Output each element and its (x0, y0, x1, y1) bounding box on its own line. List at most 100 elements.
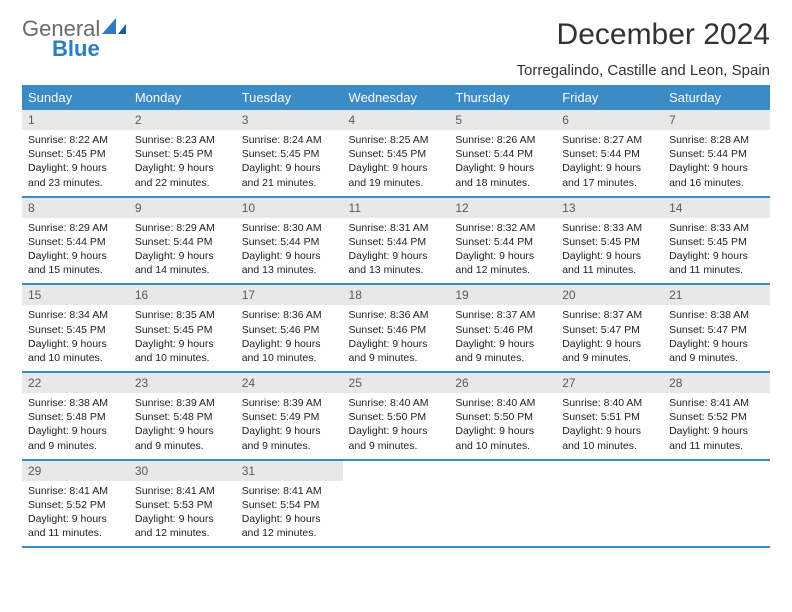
day-body: Sunrise: 8:38 AMSunset: 5:47 PMDaylight:… (663, 305, 770, 371)
sunrise-line: Sunrise: 8:28 AM (669, 133, 764, 147)
sunset-line: Sunset: 5:44 PM (455, 235, 550, 249)
day-number: 24 (236, 373, 343, 393)
daylight-line: Daylight: 9 hours and 9 minutes. (349, 424, 444, 452)
calendar-cell: 15Sunrise: 8:34 AMSunset: 5:45 PMDayligh… (22, 284, 129, 372)
day-number: 20 (556, 285, 663, 305)
calendar-week: 1Sunrise: 8:22 AMSunset: 5:45 PMDaylight… (22, 110, 770, 197)
day-number: 21 (663, 285, 770, 305)
sunset-line: Sunset: 5:47 PM (669, 323, 764, 337)
day-header: Monday (129, 85, 236, 110)
calendar-cell: 8Sunrise: 8:29 AMSunset: 5:44 PMDaylight… (22, 197, 129, 285)
sunrise-line: Sunrise: 8:40 AM (562, 396, 657, 410)
day-number: 25 (343, 373, 450, 393)
day-body: Sunrise: 8:23 AMSunset: 5:45 PMDaylight:… (129, 130, 236, 196)
daylight-line: Daylight: 9 hours and 15 minutes. (28, 249, 123, 277)
day-header: Saturday (663, 85, 770, 110)
daylight-line: Daylight: 9 hours and 16 minutes. (669, 161, 764, 189)
daylight-line: Daylight: 9 hours and 14 minutes. (135, 249, 230, 277)
sunrise-line: Sunrise: 8:34 AM (28, 308, 123, 322)
calendar-cell: .. (556, 460, 663, 548)
sunrise-line: Sunrise: 8:31 AM (349, 221, 444, 235)
sunset-line: Sunset: 5:44 PM (349, 235, 444, 249)
sunset-line: Sunset: 5:44 PM (455, 147, 550, 161)
day-body: Sunrise: 8:39 AMSunset: 5:48 PMDaylight:… (129, 393, 236, 459)
sunset-line: Sunset: 5:48 PM (135, 410, 230, 424)
daylight-line: Daylight: 9 hours and 10 minutes. (562, 424, 657, 452)
day-body: Sunrise: 8:37 AMSunset: 5:47 PMDaylight:… (556, 305, 663, 371)
day-header: Thursday (449, 85, 556, 110)
sunset-line: Sunset: 5:46 PM (349, 323, 444, 337)
daylight-line: Daylight: 9 hours and 21 minutes. (242, 161, 337, 189)
day-body: Sunrise: 8:30 AMSunset: 5:44 PMDaylight:… (236, 218, 343, 284)
daylight-line: Daylight: 9 hours and 10 minutes. (135, 337, 230, 365)
day-number: 9 (129, 198, 236, 218)
daylight-line: Daylight: 9 hours and 12 minutes. (242, 512, 337, 540)
day-number: 10 (236, 198, 343, 218)
sunrise-line: Sunrise: 8:30 AM (242, 221, 337, 235)
calendar-cell: 1Sunrise: 8:22 AMSunset: 5:45 PMDaylight… (22, 110, 129, 197)
sunrise-line: Sunrise: 8:38 AM (669, 308, 764, 322)
day-number: 23 (129, 373, 236, 393)
daylight-line: Daylight: 9 hours and 10 minutes. (242, 337, 337, 365)
sunset-line: Sunset: 5:46 PM (242, 323, 337, 337)
sunrise-line: Sunrise: 8:41 AM (242, 484, 337, 498)
calendar-cell: 9 Sunrise: 8:29 AMSunset: 5:44 PMDaylight… (129, 197, 236, 285)
sunset-line: Sunset: 5:44 PM (242, 235, 337, 249)
daylight-line: Daylight: 9 hours and 17 minutes. (562, 161, 657, 189)
day-body: Sunrise: 8:33 AMSunset: 5:45 PMDaylight:… (663, 218, 770, 284)
calendar-cell: 12Sunrise: 8:32 AMSunset: 5:44 PMDayligh… (449, 197, 556, 285)
day-number: 28 (663, 373, 770, 393)
day-number: 5 (449, 110, 556, 130)
calendar-week: 22Sunrise: 8:38 AMSunset: 5:48 PMDayligh… (22, 372, 770, 460)
daylight-line: Daylight: 9 hours and 13 minutes. (242, 249, 337, 277)
day-number: 29 (22, 461, 129, 481)
calendar-cell: 4Sunrise: 8:25 AMSunset: 5:45 PMDaylight… (343, 110, 450, 197)
day-number: 14 (663, 198, 770, 218)
day-body: Sunrise: 8:36 AMSunset: 5:46 PMDaylight:… (343, 305, 450, 371)
daylight-line: Daylight: 9 hours and 11 minutes. (669, 249, 764, 277)
logo-text: General Blue (22, 18, 128, 60)
day-body: Sunrise: 8:40 AMSunset: 5:51 PMDaylight:… (556, 393, 663, 459)
day-header: Friday (556, 85, 663, 110)
sunrise-line: Sunrise: 8:29 AM (28, 221, 123, 235)
day-body: Sunrise: 8:28 AMSunset: 5:44 PMDaylight:… (663, 130, 770, 196)
day-body: Sunrise: 8:37 AMSunset: 5:46 PMDaylight:… (449, 305, 556, 371)
day-number: 7 (663, 110, 770, 130)
sunrise-line: Sunrise: 8:41 AM (28, 484, 123, 498)
calendar-cell: 18Sunrise: 8:36 AMSunset: 5:46 PMDayligh… (343, 284, 450, 372)
sunrise-line: Sunrise: 8:22 AM (28, 133, 123, 147)
sunset-line: Sunset: 5:50 PM (455, 410, 550, 424)
calendar-cell: .. (663, 460, 770, 548)
sunrise-line: Sunrise: 8:36 AM (242, 308, 337, 322)
day-body: Sunrise: 8:24 AMSunset: 5:45 PMDaylight:… (236, 130, 343, 196)
logo: General Blue (22, 18, 128, 60)
sunset-line: Sunset: 5:48 PM (28, 410, 123, 424)
day-number: 6 (556, 110, 663, 130)
day-number: 26 (449, 373, 556, 393)
day-body: Sunrise: 8:35 AMSunset: 5:45 PMDaylight:… (129, 305, 236, 371)
calendar-cell: 21Sunrise: 8:38 AMSunset: 5:47 PMDayligh… (663, 284, 770, 372)
day-body: Sunrise: 8:31 AMSunset: 5:44 PMDaylight:… (343, 218, 450, 284)
day-number: 15 (22, 285, 129, 305)
calendar-cell: 22Sunrise: 8:38 AMSunset: 5:48 PMDayligh… (22, 372, 129, 460)
sunset-line: Sunset: 5:44 PM (669, 147, 764, 161)
sunset-line: Sunset: 5:44 PM (28, 235, 123, 249)
day-body: Sunrise: 8:41 AMSunset: 5:52 PMDaylight:… (22, 481, 129, 547)
sunrise-line: Sunrise: 8:32 AM (455, 221, 550, 235)
sunset-line: Sunset: 5:44 PM (135, 235, 230, 249)
day-number: 17 (236, 285, 343, 305)
sunset-line: Sunset: 5:47 PM (562, 323, 657, 337)
sunset-line: Sunset: 5:45 PM (135, 147, 230, 161)
header-row: General Blue December 2024 (22, 18, 770, 60)
sunrise-line: Sunrise: 8:33 AM (562, 221, 657, 235)
day-header: Tuesday (236, 85, 343, 110)
calendar-cell: .. (343, 460, 450, 548)
sunset-line: Sunset: 5:52 PM (28, 498, 123, 512)
day-number: 30 (129, 461, 236, 481)
day-number: 19 (449, 285, 556, 305)
daylight-line: Daylight: 9 hours and 13 minutes. (349, 249, 444, 277)
sunrise-line: Sunrise: 8:37 AM (455, 308, 550, 322)
sunrise-line: Sunrise: 8:39 AM (242, 396, 337, 410)
sunrise-line: Sunrise: 8:29 AM (135, 221, 230, 235)
day-number: 22 (22, 373, 129, 393)
